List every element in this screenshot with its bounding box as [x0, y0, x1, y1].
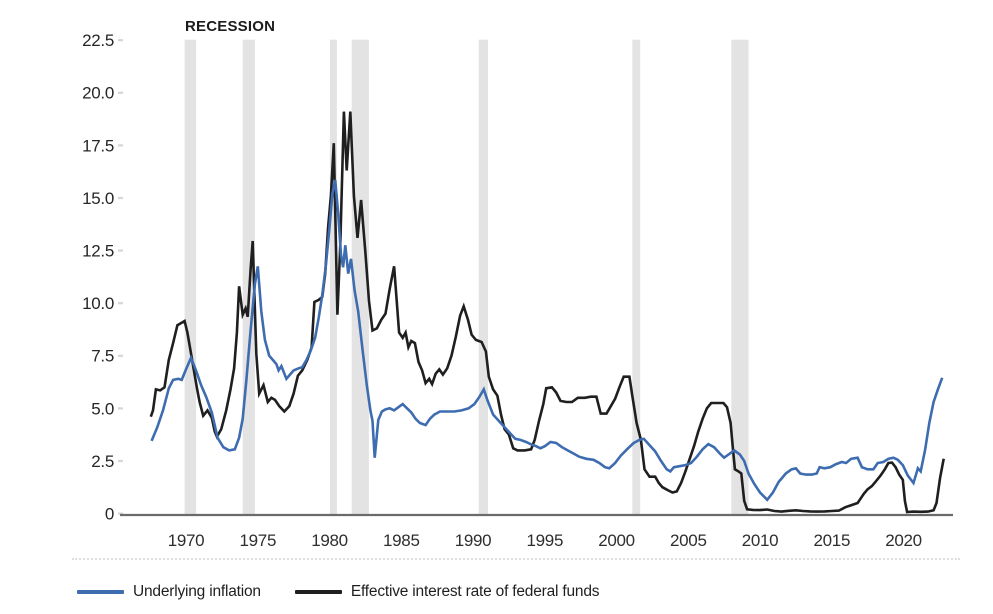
y-tick-label: 10.0 — [82, 294, 114, 313]
y-tick-label: 17.5 — [82, 136, 114, 155]
recession-band — [329, 39, 337, 515]
underlying-inflation-line — [150, 179, 944, 502]
y-tick-mark — [118, 39, 123, 42]
y-tick-label: 2.5 — [91, 452, 114, 471]
y-tick-mark — [118, 302, 123, 305]
y-tick-mark — [118, 512, 123, 515]
y-tick-mark — [118, 144, 123, 147]
x-axis: 1970 1975 1980 1985 1990 1995 2000 2005 2010 2015… — [120, 513, 953, 550]
x-tick-label: 2020 — [885, 531, 922, 550]
y-tick-label: 0 — [105, 505, 114, 524]
y-tick-mark — [118, 196, 123, 200]
y-tick-label: 7.5 — [91, 347, 114, 366]
legend-item-underlying-inflation: Underlying inflation — [77, 583, 261, 601]
legend: Underlying inflation Effective interest … — [77, 583, 600, 601]
y-tick-mark — [118, 91, 123, 94]
recession-band — [632, 39, 641, 515]
underlying-inflation-line-swatch — [77, 590, 124, 594]
recession-band — [184, 39, 197, 515]
y-tick-mark — [118, 354, 123, 357]
legend-divider — [72, 558, 960, 560]
recession-band — [478, 39, 488, 515]
legend-label-underlying-inflation: Underlying inflation — [133, 583, 261, 600]
y-tick-label: 5.0 — [91, 399, 114, 418]
x-tick-label: 1995 — [526, 531, 563, 550]
x-tick-label: 1985 — [383, 531, 420, 550]
x-tick-label: 1975 — [239, 531, 276, 550]
y-axis: 22.5 20.0 17.5 15.0 12.5 10.0 7.5 5.0 2.5 0 — [82, 31, 123, 524]
y-tick-label: 12.5 — [82, 242, 114, 261]
x-tick-label: 2005 — [670, 531, 707, 550]
recession-annotation: RECESSION — [185, 18, 276, 35]
legend-label-fed-funds: Effective interest rate of federal funds — [350, 583, 600, 600]
recession-band — [351, 39, 369, 515]
x-tick-label: 2010 — [742, 531, 779, 550]
fed-funds-line-swatch — [294, 590, 342, 594]
recession-bands — [184, 39, 749, 515]
x-tick-label: 1970 — [168, 531, 205, 550]
x-tick-label: 1990 — [455, 531, 492, 550]
x-tick-label: 2000 — [598, 531, 635, 550]
recession-band — [731, 39, 749, 515]
y-tick-mark — [118, 249, 123, 252]
y-tick-mark — [118, 459, 123, 463]
y-tick-label: 20.0 — [82, 84, 114, 103]
y-tick-label: 15.0 — [82, 189, 114, 208]
x-tick-label: 1980 — [311, 531, 348, 550]
x-tick-label: 2015 — [813, 531, 850, 550]
fed-funds-line — [149, 111, 945, 514]
y-tick-mark — [118, 407, 123, 410]
y-tick-label: 22.5 — [82, 31, 114, 50]
legend-item-fed-funds: Effective interest rate of federal funds — [294, 583, 600, 601]
